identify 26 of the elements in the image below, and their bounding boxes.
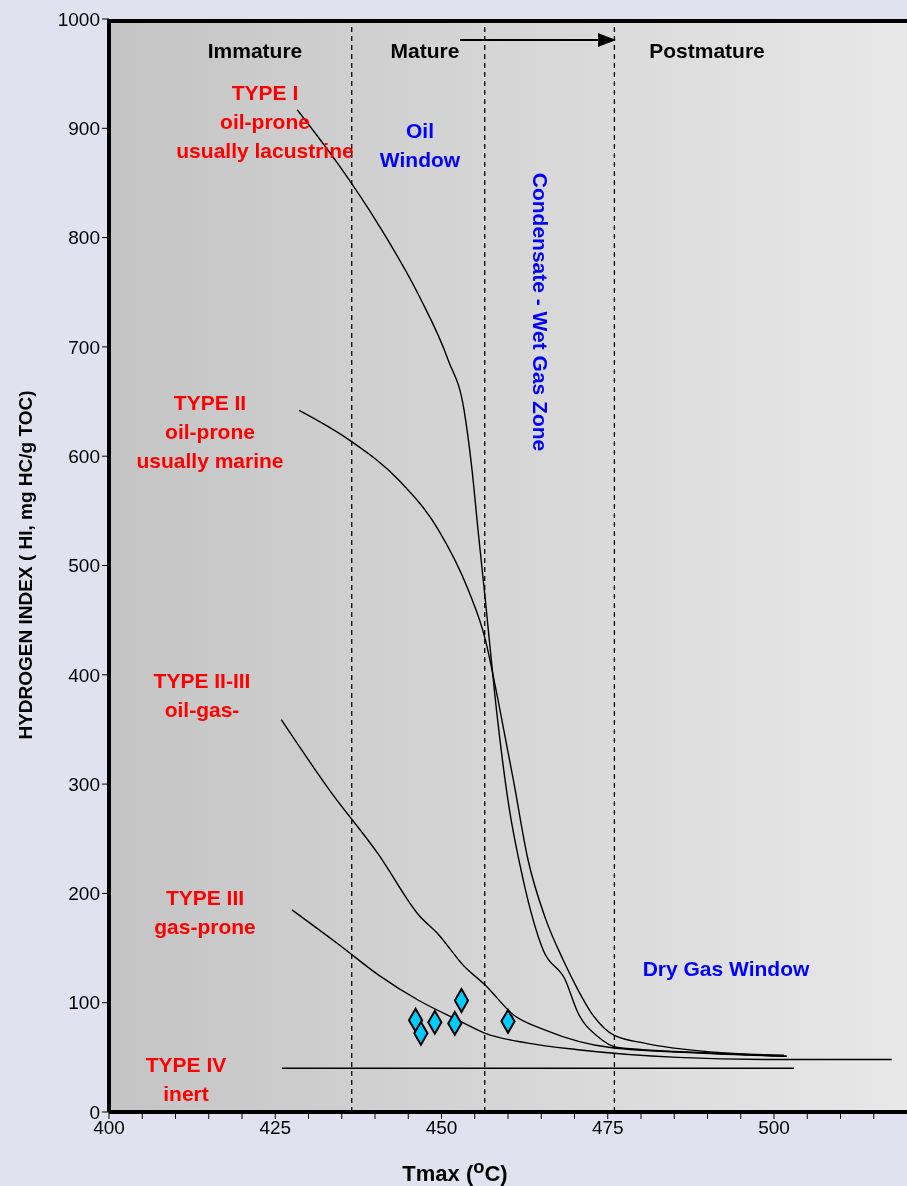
y-tick-label: 900 bbox=[68, 118, 100, 140]
y-tick-label: 100 bbox=[68, 992, 100, 1014]
y-axis-title: HYDROGEN INDEX ( HI, mg HC/g TOC) bbox=[15, 390, 37, 740]
y-tick-label: 300 bbox=[68, 773, 100, 795]
annotation: Immature bbox=[207, 38, 303, 64]
annotation: TYPE IV inert bbox=[145, 1052, 227, 1107]
y-tick-label: 700 bbox=[68, 336, 100, 358]
y-tick-label: 800 bbox=[68, 227, 100, 249]
y-tick-label: 1000 bbox=[57, 8, 100, 30]
x-tick-label: 500 bbox=[758, 1117, 790, 1139]
y-tick-label: 600 bbox=[68, 445, 100, 467]
annotation: TYPE III gas-prone bbox=[154, 885, 256, 940]
annotation: Mature bbox=[390, 38, 460, 64]
x-tick-label: 450 bbox=[425, 1117, 458, 1139]
annotation: Dry Gas Window bbox=[642, 956, 810, 982]
y-tick-label: 500 bbox=[68, 555, 100, 577]
y-tick-label: 200 bbox=[68, 883, 100, 905]
x-tick-label: 425 bbox=[259, 1117, 292, 1139]
annotation: TYPE II-III oil-gas- bbox=[153, 668, 251, 723]
annotation: Postmature bbox=[649, 38, 765, 64]
y-tick-label: 400 bbox=[68, 664, 100, 686]
annotation: Condensate - Wet Gas Zone bbox=[527, 172, 553, 452]
x-tick-label: 475 bbox=[591, 1117, 624, 1139]
annotation: Oil Window bbox=[379, 118, 461, 173]
x-axis-title: Tmax ($^{o}$C) bbox=[402, 1156, 508, 1186]
annotation: TYPE II oil-prone usually marine bbox=[136, 390, 284, 474]
